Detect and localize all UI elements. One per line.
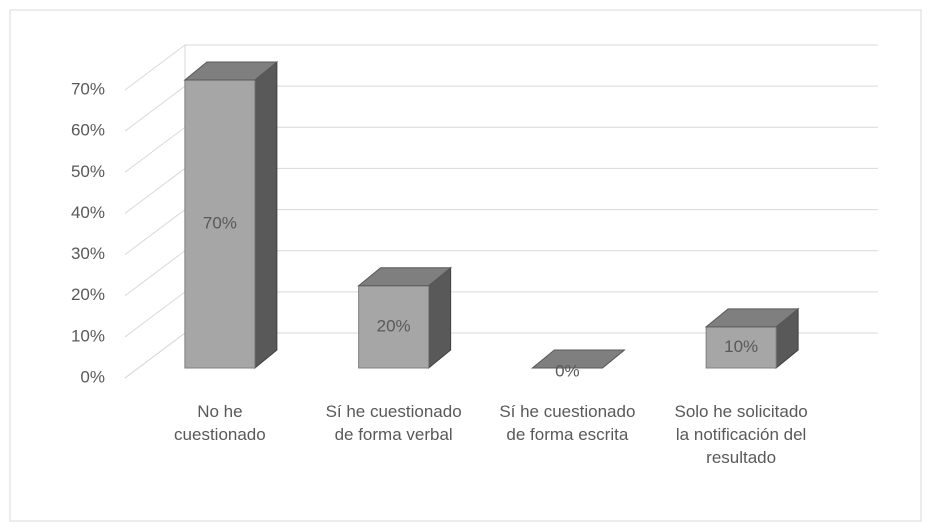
bar xyxy=(358,285,430,369)
y-tick-label: 60% xyxy=(71,121,105,140)
bar-top xyxy=(183,61,279,81)
x-tick-label: Sí he cuestionado de forma escrita xyxy=(499,402,636,444)
bar-side xyxy=(254,60,278,370)
x-tick-label: No he cuestionado xyxy=(174,402,266,444)
side-grid-line xyxy=(124,44,186,91)
y-tick-label: 40% xyxy=(71,203,105,222)
side-grid-line xyxy=(124,209,186,255)
bar-top xyxy=(530,349,626,369)
value-label: 10% xyxy=(724,337,758,356)
value-label: 70% xyxy=(203,213,237,232)
y-tick-label: 10% xyxy=(71,326,105,345)
side-grid-line xyxy=(124,85,186,132)
bar-top xyxy=(357,267,453,287)
value-label: 0% xyxy=(555,361,580,380)
side-grid-line xyxy=(124,291,186,338)
y-tick-label: 70% xyxy=(71,79,105,98)
side-grid-line xyxy=(124,168,186,214)
bar xyxy=(184,79,256,369)
x-tick-label: Solo he solicitado la notificación del r… xyxy=(674,402,808,467)
y-tick-label: 0% xyxy=(80,367,105,386)
side-grid-line xyxy=(124,126,186,173)
side-grid-line xyxy=(124,250,186,297)
bar-top xyxy=(704,308,800,328)
y-tick-label: 50% xyxy=(71,162,105,181)
y-tick-label: 20% xyxy=(71,285,105,304)
value-label: 20% xyxy=(377,316,411,335)
side-grid-line xyxy=(124,332,186,379)
y-tick-label: 30% xyxy=(71,244,105,263)
chart-border xyxy=(9,9,922,522)
x-tick-label: Sí he cuestionado de forma verbal xyxy=(325,402,462,444)
